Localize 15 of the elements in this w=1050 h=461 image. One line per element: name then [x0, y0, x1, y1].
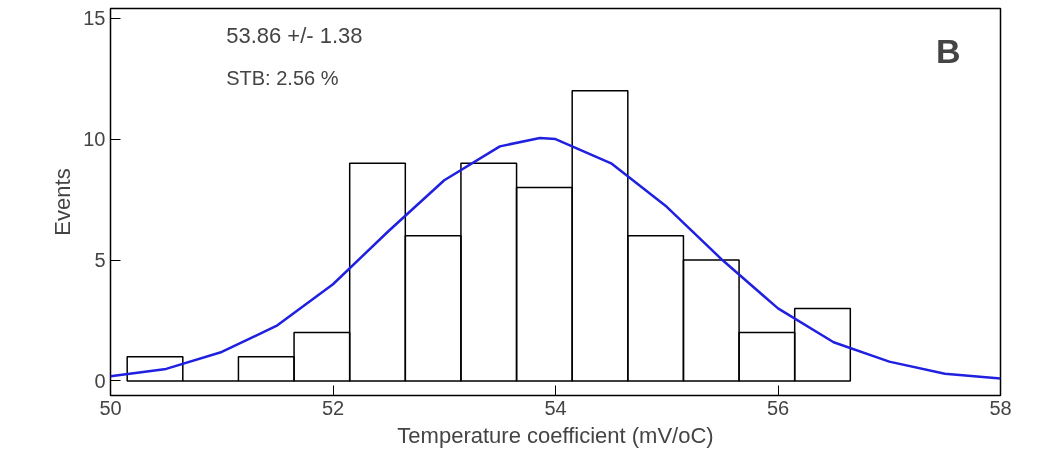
x-tick-label: 56: [766, 396, 790, 419]
annotation: B: [935, 32, 961, 71]
line-series: [110, 136, 1001, 380]
y-tick-label: 0: [94, 369, 106, 392]
y-tick-label: 10: [83, 128, 106, 151]
y-tick-label: 5: [94, 249, 106, 272]
x-tick-label: 52: [321, 396, 345, 419]
y-axis-title: Events: [50, 168, 76, 236]
y-tick-label: 15: [83, 7, 106, 30]
annotation: STB: 2.56 %: [226, 67, 339, 90]
x-tick-label: 58: [989, 396, 1012, 419]
x-axis-title: Temperature coefficient (mV/oC): [397, 422, 714, 448]
x-tick-label: 54: [544, 396, 567, 419]
x-tick-label: 50: [99, 396, 122, 419]
annotation: 53.86 +/- 1.38: [226, 23, 363, 49]
